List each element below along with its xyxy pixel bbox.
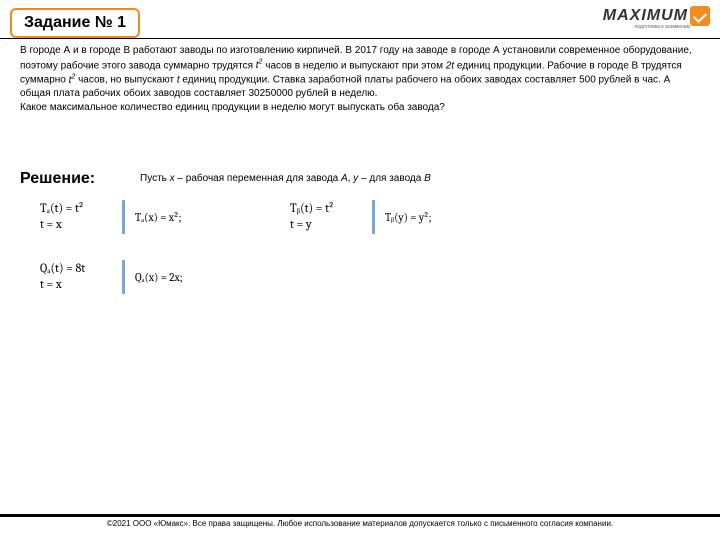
eq: t = y (290, 217, 362, 233)
arrow-icon (122, 200, 125, 234)
eq: t = x (40, 277, 112, 293)
hint-part: – рабочая переменная для завода (175, 173, 341, 184)
logo-subtitle: подготовка к экзаменам (635, 24, 690, 30)
hint-a: A (341, 173, 348, 184)
hint-part: – для завода (358, 173, 424, 184)
equation-row-2: Tᵦ(t) = t² t = y Tᵦ(y) = y²; (290, 200, 432, 234)
check-icon (690, 6, 710, 26)
eq: Tₐ(t) = t² (40, 201, 112, 217)
arrow-icon (122, 260, 125, 294)
equation-input: Tᵦ(t) = t² t = y (290, 201, 362, 232)
arrow-icon (372, 200, 375, 234)
footer: ©2021 ООО «Юмакс». Все права защищены. Л… (0, 514, 720, 528)
equation-input: Tₐ(t) = t² t = x (40, 201, 112, 232)
hint-part: Пусть (140, 173, 170, 184)
equation-row-1: Tₐ(t) = t² t = x Tₐ(x) = x²; (40, 200, 181, 234)
hint-b: B (424, 173, 431, 184)
problem-text: В городе А и в городе В работают заводы … (20, 44, 700, 114)
equation-output: Tₐ(x) = x²; (135, 211, 181, 224)
var-2t: 2t (446, 60, 454, 71)
divider-top (0, 38, 720, 39)
problem-question: Какое максимальное количество единиц про… (20, 102, 445, 113)
equation-row-3: Qₐ(t) = 8t t = x Qₐ(x) = 2x; (40, 260, 183, 294)
equation-output: Tᵦ(y) = y²; (385, 211, 432, 224)
problem-part: часов, но выпускают (75, 75, 177, 86)
task-badge: Задание № 1 (10, 8, 140, 38)
equation-input: Qₐ(t) = 8t t = x (40, 261, 112, 292)
eq: Tᵦ(t) = t² (290, 201, 362, 217)
logo: MAXIMUM (603, 6, 710, 26)
problem-part: часов в неделю и выпускают при этом (262, 60, 445, 71)
footer-copyright: ©2021 ООО «Юмакс». Все права защищены. Л… (0, 517, 720, 528)
eq: Qₐ(t) = 8t (40, 261, 112, 277)
eq: t = x (40, 217, 112, 233)
equation-output: Qₐ(x) = 2x; (135, 271, 183, 284)
logo-text: MAXIMUM (603, 7, 688, 25)
solution-label: Решение: (20, 170, 95, 188)
solution-hint: Пусть x – рабочая переменная для завода … (140, 173, 431, 184)
